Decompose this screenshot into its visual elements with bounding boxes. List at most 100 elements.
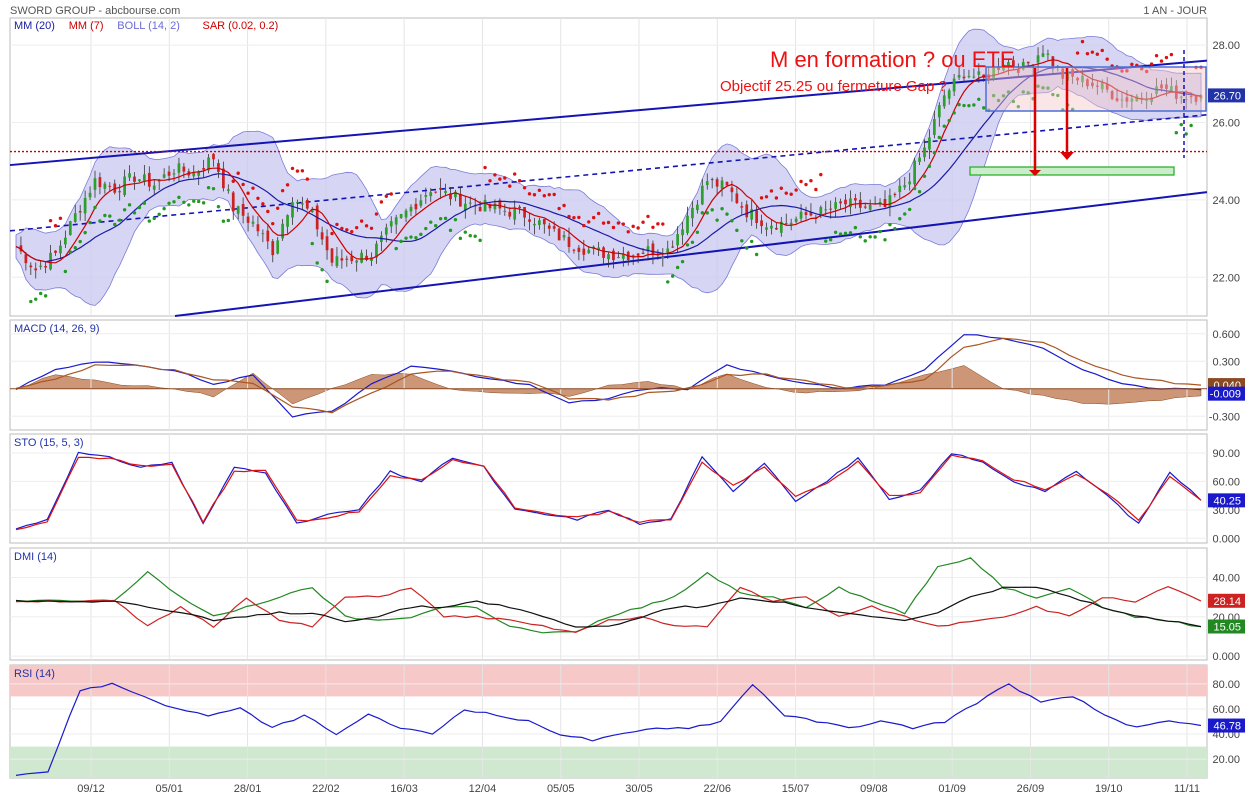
- candle-body: [429, 192, 433, 197]
- sar-dot: [29, 299, 33, 304]
- price-panel: 28.00 26.00 24.00 22.00 M en formation ? ou …: [9, 17, 1245, 317]
- candle-body: [192, 172, 196, 177]
- sar-dot: [241, 182, 245, 187]
- candle-body: [286, 215, 289, 227]
- sar-dot: [315, 261, 319, 265]
- sar-dot: [1174, 131, 1179, 135]
- candle-body: [1150, 97, 1153, 102]
- price-last-value: 26.70: [1213, 90, 1241, 102]
- candle-body: [1165, 84, 1168, 89]
- sar-dot: [828, 238, 833, 242]
- sar-dot: [680, 259, 685, 264]
- sar-dot: [601, 221, 606, 225]
- sar-dot: [532, 193, 537, 197]
- sar-dot: [359, 219, 364, 223]
- dmi-panel-frame: [9, 547, 1208, 661]
- sar-dot: [187, 203, 191, 207]
- sar-dot: [962, 103, 966, 108]
- legend-entry: BOLL (14, 2): [117, 20, 180, 32]
- candle-body: [908, 181, 912, 185]
- candle-body: [108, 185, 112, 187]
- sar-dot: [231, 179, 235, 183]
- sar-dot: [1075, 51, 1080, 55]
- candle-body: [399, 213, 403, 219]
- dmi-panel-di-line: [15, 586, 1202, 634]
- sar-dot: [103, 213, 107, 218]
- rsi-panel-tick-label: 60.00: [1212, 704, 1240, 716]
- sar-dot: [300, 169, 305, 173]
- arrow-2-head: [1060, 152, 1074, 160]
- sar-dot: [34, 297, 38, 301]
- candle-body: [1110, 91, 1114, 100]
- sar-dot: [715, 218, 719, 222]
- sar-dot: [626, 230, 630, 234]
- candle-body: [394, 217, 398, 225]
- sar-dot: [1001, 94, 1006, 98]
- candle-body: [557, 228, 561, 241]
- sar-dot: [577, 215, 581, 220]
- sar-dot: [917, 190, 922, 194]
- x-tick-label: 09/08: [860, 783, 888, 795]
- sar-dot: [295, 169, 300, 173]
- candle-body: [1021, 62, 1025, 70]
- sar-dot: [952, 111, 956, 115]
- x-tick-label: 19/10: [1095, 783, 1123, 795]
- sar-dot: [922, 174, 927, 179]
- candle-body: [617, 257, 620, 259]
- sto-panel-frame: [9, 433, 1208, 544]
- sar-dot: [419, 232, 423, 237]
- candle-body: [547, 225, 551, 229]
- sar-dot: [310, 241, 314, 246]
- sar-dot: [527, 192, 532, 196]
- sar-dot: [972, 103, 976, 107]
- sar-dot: [1154, 53, 1159, 58]
- sar-dot: [656, 222, 660, 226]
- candle-body: [1170, 86, 1173, 92]
- candle-body: [962, 76, 966, 79]
- annotation-title: M en formation ? ou ETE: [770, 47, 1015, 72]
- candle-body: [671, 246, 675, 248]
- candle-body: [928, 137, 931, 150]
- candle-body: [1051, 56, 1055, 67]
- dmi-panel-label: DMI (14): [14, 551, 57, 563]
- sar-dot: [1144, 69, 1149, 74]
- sar-dot: [542, 193, 547, 198]
- candle-body: [449, 193, 452, 200]
- candle-body: [261, 233, 265, 235]
- candle-body: [651, 243, 655, 256]
- candle-body: [567, 236, 571, 247]
- sar-dot: [670, 274, 675, 278]
- candle-body: [118, 191, 122, 193]
- candle-body: [330, 248, 334, 263]
- sar-dot: [562, 203, 566, 208]
- sar-dot: [537, 188, 542, 193]
- candle-body: [1091, 82, 1094, 86]
- sar-dot: [700, 211, 705, 215]
- candle-body: [454, 191, 457, 198]
- sar-dot: [132, 211, 137, 215]
- sar-dot: [394, 246, 398, 251]
- candle-body: [310, 209, 314, 213]
- sar-dot: [389, 192, 393, 196]
- sto-last-value: 40.25: [1213, 495, 1241, 507]
- sar-dot: [621, 222, 626, 226]
- macd-histogram: [15, 365, 1202, 405]
- candle-body: [291, 202, 294, 218]
- sar-dot: [152, 216, 156, 221]
- sto-panel-label: STO (15, 5, 3): [14, 437, 84, 449]
- sar-dot: [290, 166, 295, 171]
- sar-dot: [433, 224, 438, 228]
- candle-body: [493, 203, 497, 210]
- sar-dot: [1149, 62, 1154, 66]
- sar-dot: [1041, 86, 1045, 90]
- sar-dot: [117, 218, 122, 222]
- sar-dot: [330, 231, 334, 236]
- candle-body: [1026, 61, 1030, 64]
- price-last-value-bg: [1208, 88, 1245, 103]
- rsi-panel-rsi-line: [15, 682, 1202, 776]
- legend-entry: SAR (0.02, 0.2): [203, 20, 279, 32]
- candle-body: [231, 192, 235, 212]
- candle-body: [468, 202, 472, 204]
